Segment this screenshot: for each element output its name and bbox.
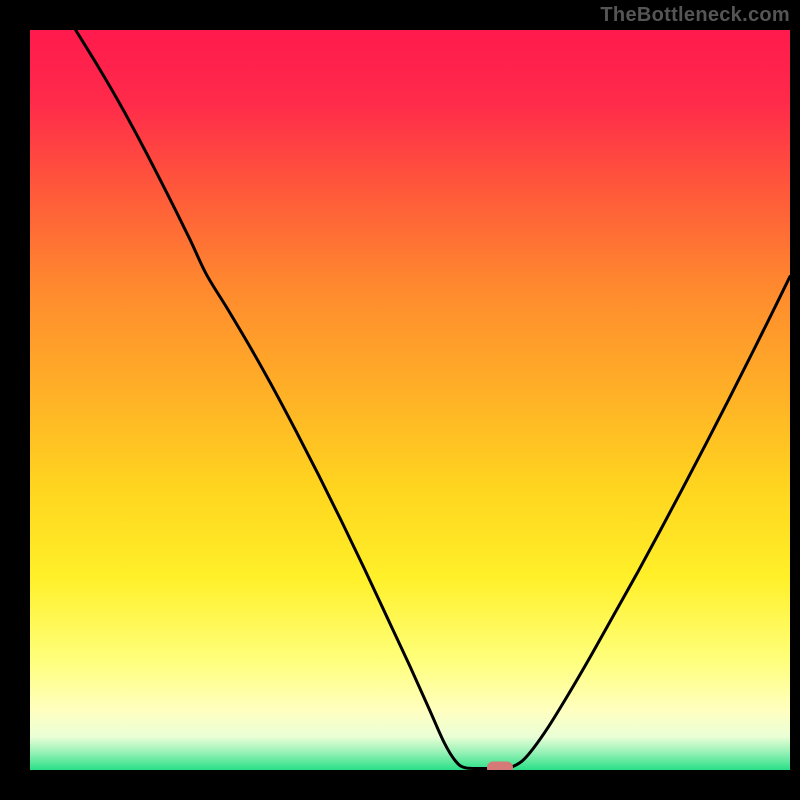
- plot-area: [30, 30, 790, 770]
- bottleneck-curve: [30, 30, 790, 770]
- chart-container: [30, 30, 790, 770]
- watermark-text: TheBottleneck.com: [600, 4, 790, 27]
- optimal-point-marker: [487, 761, 513, 770]
